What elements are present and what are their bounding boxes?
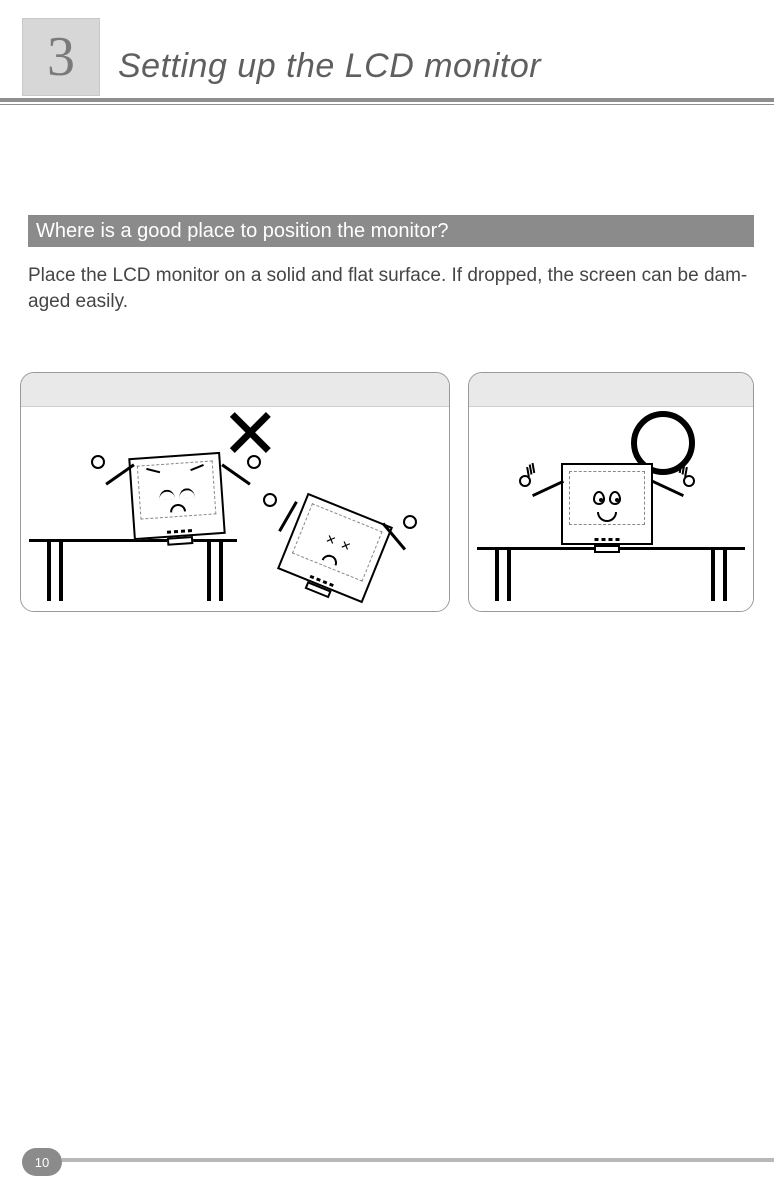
panel-correct bbox=[468, 372, 754, 612]
monitor-stable bbox=[561, 463, 653, 545]
panel-body: ✕ bbox=[21, 407, 449, 611]
ok-hand-icon bbox=[679, 469, 697, 487]
chapter-number-box: 3 bbox=[22, 18, 100, 96]
table-leg bbox=[59, 539, 63, 601]
table-leg bbox=[723, 547, 727, 601]
monitor-teetering bbox=[128, 452, 225, 540]
table-leg bbox=[207, 539, 211, 601]
table-leg bbox=[219, 539, 223, 601]
illustration-panels: ✕ bbox=[20, 372, 754, 612]
section-body-text: Place the LCD monitor on a solid and fla… bbox=[28, 263, 754, 314]
monitor-hand bbox=[403, 515, 417, 529]
ok-hand-icon bbox=[517, 469, 535, 487]
page-number-badge: 10 bbox=[22, 1148, 62, 1176]
header-rule-thin bbox=[0, 104, 774, 105]
page-footer: 10 bbox=[0, 1158, 774, 1162]
panel-incorrect: ✕ bbox=[20, 372, 450, 612]
section-heading: Where is a good place to position the mo… bbox=[28, 215, 754, 247]
monitor-falling bbox=[277, 493, 393, 603]
page-number: 10 bbox=[35, 1155, 49, 1170]
table-leg bbox=[495, 547, 499, 601]
panel-top-bar bbox=[469, 373, 753, 407]
chapter-title: Setting up the LCD monitor bbox=[118, 47, 541, 96]
panel-body bbox=[469, 407, 753, 611]
chapter-header: 3 Setting up the LCD monitor bbox=[0, 0, 774, 96]
table-leg bbox=[507, 547, 511, 601]
chapter-number: 3 bbox=[47, 25, 75, 89]
monitor-hand bbox=[263, 493, 277, 507]
table-leg bbox=[711, 547, 715, 601]
table-leg bbox=[47, 539, 51, 601]
monitor-arm bbox=[532, 480, 564, 497]
monitor-hand bbox=[91, 455, 105, 469]
footer-rule bbox=[62, 1158, 774, 1162]
header-rule-thick bbox=[0, 98, 774, 102]
